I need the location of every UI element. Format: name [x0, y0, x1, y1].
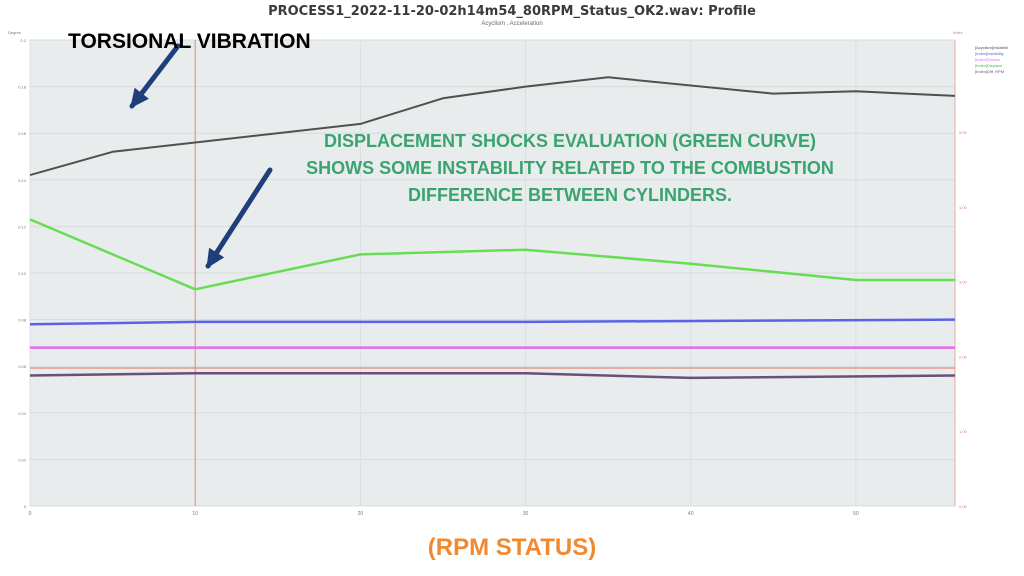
- y-tick-label-left: 0.2: [20, 38, 26, 43]
- chart-subtitle: Acyclism , Acceleration: [481, 21, 543, 27]
- y-tick-label-left: 0.10: [18, 271, 27, 276]
- y-tick-label-left: 0.04: [18, 411, 27, 416]
- y-tick-label-left: 0.08: [18, 318, 27, 323]
- y-tick-label-left: 0.02: [18, 457, 27, 462]
- y-tick-label-right: 0.00: [959, 504, 968, 509]
- legend-entry: [Acyclism]Instabilit: [975, 45, 1008, 50]
- series-line: [29, 218, 955, 291]
- chart-title: PROCESS1_2022-11-20-02h14m54_80RPM_Statu…: [268, 4, 756, 19]
- x-tick-label: 0: [29, 511, 32, 517]
- x-tick-label: 10: [192, 511, 198, 517]
- annotation-arrows: [129, 43, 273, 269]
- displacement-annotation: DISPLACEMENT SHOCKS EVALUATION (GREEN CU…: [262, 128, 878, 209]
- rpm-status-caption: (RPM STATUS): [427, 534, 597, 561]
- arrow-shaft: [205, 167, 273, 269]
- displacement-line-3: DIFFERENCE BETWEEN CYLINDERS.: [407, 185, 733, 205]
- x-tick-label: 30: [523, 511, 529, 517]
- right-axis-unit: Index: [953, 30, 963, 35]
- torsional-vibration-annotation: TORSIONAL VIBRATION: [68, 30, 311, 53]
- left-axis-unit: Degrés: [8, 30, 21, 35]
- y-tick-label-left: 0.14: [18, 178, 27, 183]
- legend-entry: [Index]Instability: [975, 51, 1004, 56]
- legend: [Acyclism]Instabilit [Index]Instability …: [975, 45, 1023, 75]
- x-tick-label: 50: [853, 511, 859, 517]
- y-tick-label-right: 2.00: [959, 354, 968, 359]
- arrow-head: [206, 247, 225, 269]
- displacement-line-2: SHOWS SOME INSTABILITY RELATED TO THE CO…: [306, 158, 834, 178]
- y-tick-label-left: 0.18: [18, 85, 27, 90]
- series-line: [29, 76, 956, 177]
- y-tick-label-right: 1.00: [959, 429, 968, 434]
- series-line: [29, 371, 956, 380]
- legend-entry: [Index]Displace: [975, 63, 1003, 68]
- legend-entry: [Index]Shocks: [975, 57, 1001, 62]
- axes: 0.2 0.18 0.16 0.14 0.12 0.10 0.08 0.06 0.04 0.02 0…: [18, 38, 967, 517]
- series-line: [29, 318, 956, 326]
- y-tick-label-right: 4.00: [959, 205, 968, 210]
- y-tick-label-right: 3.00: [959, 280, 968, 285]
- y-tick-label-left: 0.12: [18, 224, 27, 229]
- x-tick-label: 40: [688, 511, 694, 517]
- displacement-line-1: DISPLACEMENT SHOCKS EVALUATION (GREEN CU…: [323, 131, 817, 151]
- arrow-head: [130, 87, 149, 109]
- y-tick-label-left: 0: [24, 504, 27, 509]
- y-tick-label-left: 0.06: [18, 364, 27, 369]
- y-tick-label-right: 5.00: [959, 130, 968, 135]
- x-tick-label: 20: [358, 511, 364, 517]
- legend-entry: [Index]Diff. RPM: [975, 69, 1005, 74]
- series: [29, 76, 956, 380]
- y-tick-label-left: 0.16: [18, 131, 27, 136]
